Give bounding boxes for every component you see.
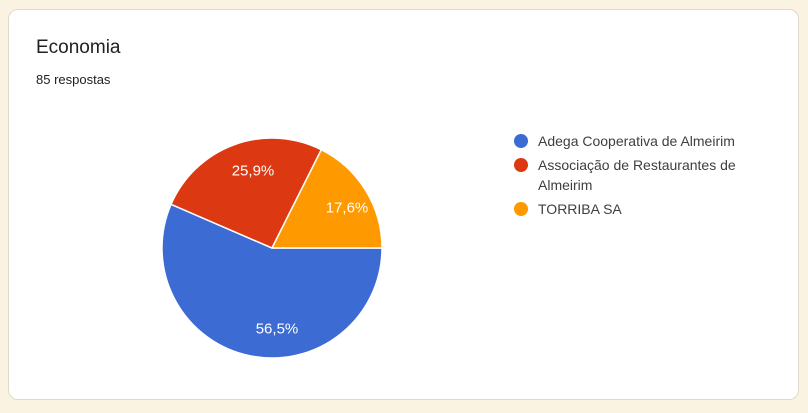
legend-item: Associação de Restaurantes de Almeirim — [514, 155, 782, 195]
legend-dot-icon — [514, 158, 528, 172]
responses-count: 85 respostas — [36, 72, 111, 87]
chart-legend: Adega Cooperativa de Almeirim Associação… — [514, 131, 782, 223]
pie-slice-label-1: 25,9% — [232, 163, 275, 180]
legend-label: Associação de Restaurantes de Almeirim — [538, 157, 736, 193]
pie-chart: 56,5% 25,9% 17,6% — [161, 137, 383, 359]
pie-slice-2[interactable] — [271, 148, 383, 249]
legend-item: TORRIBA SA — [514, 199, 782, 219]
legend-dot-icon — [514, 134, 528, 148]
pie-slice-0[interactable] — [161, 203, 383, 359]
legend-label: Adega Cooperativa de Almeirim — [538, 133, 735, 149]
pie-slice-label-2: 17,6% — [326, 200, 369, 217]
pie-slice-label-0: 56,5% — [256, 321, 299, 338]
question-summary-card: Economia 85 respostas 56,5% 25,9% 17,6% Ad… — [8, 9, 799, 400]
question-title: Economia — [36, 37, 121, 58]
legend-dot-icon — [514, 202, 528, 216]
legend-item: Adega Cooperativa de Almeirim — [514, 131, 782, 151]
legend-label: TORRIBA SA — [538, 201, 622, 217]
pie-slice-1[interactable] — [170, 137, 323, 249]
